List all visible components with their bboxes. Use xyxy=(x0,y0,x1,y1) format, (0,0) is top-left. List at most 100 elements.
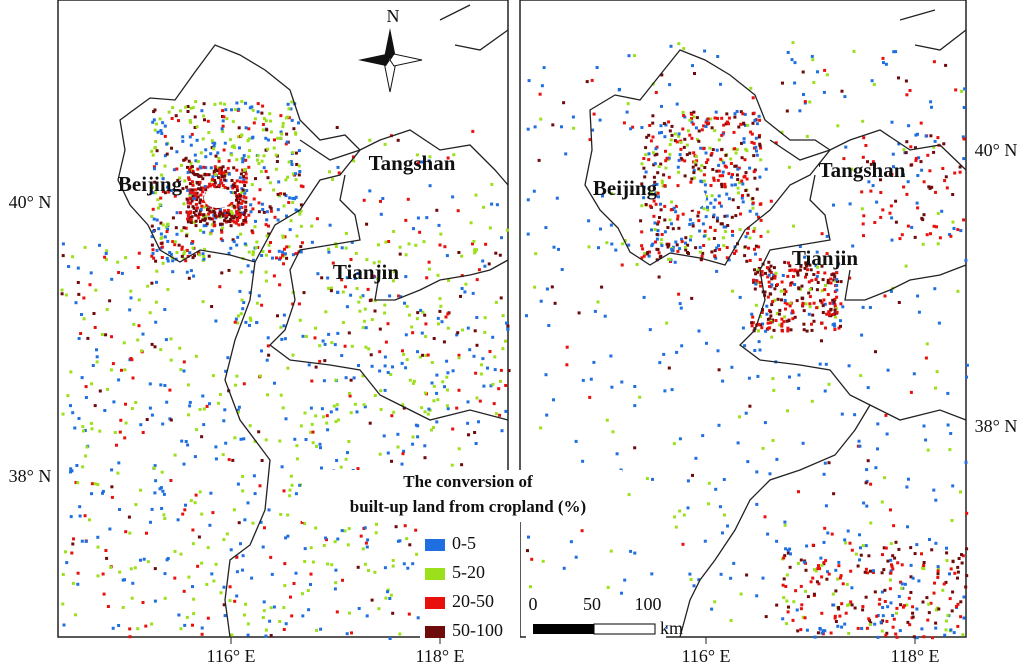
pixel xyxy=(227,159,231,163)
pixel xyxy=(269,634,273,637)
pixel xyxy=(553,301,557,305)
pixel xyxy=(178,346,182,350)
pixel xyxy=(329,289,333,293)
pixel xyxy=(267,232,271,236)
pixel xyxy=(787,261,790,265)
pixel xyxy=(155,149,159,153)
pixel xyxy=(908,623,912,627)
pixel xyxy=(242,219,246,222)
pixel xyxy=(771,300,775,304)
pixel xyxy=(152,217,156,221)
pixel xyxy=(322,415,325,419)
pixel xyxy=(943,633,947,637)
pixel xyxy=(635,263,639,266)
pixel xyxy=(335,610,339,614)
pixel xyxy=(739,212,742,216)
pixel xyxy=(901,605,905,609)
pixel xyxy=(701,222,705,226)
pixel xyxy=(850,167,854,171)
pixel xyxy=(447,279,451,282)
pixel xyxy=(211,217,214,221)
pixel xyxy=(224,172,228,176)
pixel xyxy=(459,294,462,298)
pixel xyxy=(552,398,555,402)
pixel xyxy=(233,599,237,603)
pixel xyxy=(936,572,940,576)
pixel xyxy=(145,531,148,535)
pixel xyxy=(103,409,107,412)
pixel xyxy=(232,166,236,170)
pixel xyxy=(833,303,837,307)
pixel xyxy=(240,298,244,302)
pixel xyxy=(213,102,217,106)
pixel xyxy=(727,172,731,176)
pixel xyxy=(557,247,560,251)
pixel xyxy=(407,313,411,317)
pixel xyxy=(871,160,875,164)
pixel xyxy=(246,264,250,268)
pixel xyxy=(945,619,948,623)
pixel xyxy=(156,198,160,202)
pixel xyxy=(290,163,294,166)
pixel xyxy=(920,168,924,172)
pixel xyxy=(919,121,923,125)
pixel xyxy=(766,532,770,536)
pixel xyxy=(240,222,244,226)
pixel xyxy=(265,253,268,257)
pixel xyxy=(274,153,278,157)
pixel xyxy=(120,368,123,372)
pixel xyxy=(681,212,685,216)
pixel xyxy=(199,213,203,217)
pixel xyxy=(714,110,718,114)
pixel xyxy=(868,623,872,627)
pixel xyxy=(739,110,743,114)
pixel xyxy=(869,569,872,573)
pixel xyxy=(913,552,917,556)
pixel xyxy=(746,226,750,230)
pixel xyxy=(627,54,631,58)
pixel xyxy=(248,316,252,320)
pixel xyxy=(831,298,835,302)
pixel xyxy=(238,176,242,180)
pixel xyxy=(774,319,778,322)
pixel xyxy=(211,374,215,378)
pixel xyxy=(444,315,448,319)
pixel xyxy=(118,570,122,574)
pixel xyxy=(299,424,303,428)
pixel xyxy=(874,350,877,354)
pixel xyxy=(797,287,801,291)
pixel xyxy=(139,423,143,427)
pixel xyxy=(585,80,589,84)
legend-swatch xyxy=(425,568,445,580)
pixel xyxy=(965,547,969,551)
pixel xyxy=(150,224,154,228)
pixel xyxy=(111,626,115,630)
pixel xyxy=(264,148,268,152)
pixel xyxy=(702,173,706,177)
pixel xyxy=(699,257,703,261)
pixel xyxy=(953,571,957,575)
pixel xyxy=(188,400,192,404)
pixel xyxy=(889,289,893,293)
pixel xyxy=(958,165,962,169)
pixel xyxy=(241,211,245,215)
pixel xyxy=(715,169,719,173)
pixel xyxy=(759,146,763,150)
pixel xyxy=(791,309,795,313)
pixel xyxy=(649,191,653,194)
pixel xyxy=(786,551,790,555)
pixel xyxy=(670,388,674,392)
pixel xyxy=(726,524,729,528)
pixel xyxy=(165,152,169,156)
pixel xyxy=(303,522,307,525)
pixel xyxy=(356,272,360,275)
pixel xyxy=(750,312,754,316)
pixel xyxy=(237,211,241,215)
pixel xyxy=(270,572,274,576)
pixel xyxy=(904,264,908,268)
pixel xyxy=(396,138,400,142)
pixel xyxy=(783,260,787,264)
pixel xyxy=(391,279,395,283)
pixel xyxy=(727,116,731,120)
pixel xyxy=(957,557,961,560)
